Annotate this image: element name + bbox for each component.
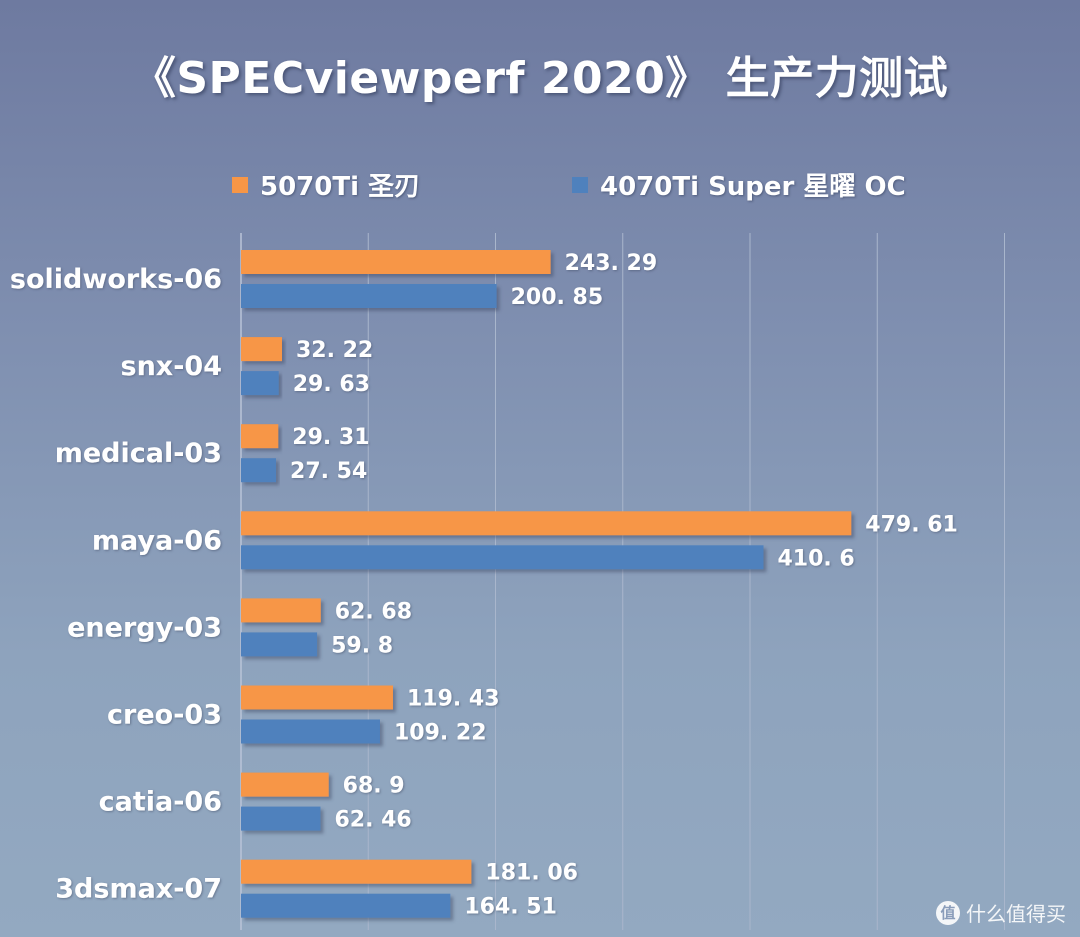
data-label: 32. 22 [296,338,373,363]
bar-4070ti-super [241,284,497,308]
data-label: 243. 29 [565,251,658,276]
category-label: medical-03 [55,438,222,469]
data-label: 109. 22 [394,721,487,746]
data-label: 410. 6 [777,546,854,571]
bar-4070ti-super [241,893,451,918]
legend-item-4070ti-super: 4070Ti Super 星曜 OC [572,166,906,203]
data-label: 62. 68 [335,599,412,624]
category-labels: solidworks-06 snx-04 medical-03 maya-06 ener… [10,264,222,905]
data-label: 59. 8 [331,633,393,658]
bar-5070ti [241,337,282,362]
bar-4070ti-super [241,545,764,570]
watermark: 值 什么值得买 [936,898,1066,927]
bar-4070ti-super [241,719,380,744]
data-label: 29. 63 [293,372,370,397]
bar-5070ti [241,859,472,884]
data-label: 181. 06 [485,861,578,886]
legend-swatch-4070ti-super [572,176,588,193]
category-label: maya-06 [92,525,222,556]
data-label: 62. 46 [334,808,411,833]
data-label: 164. 51 [464,895,557,920]
data-labels: 243. 29 200. 85 32. 22 29. 63 29. 31 27. 54 47… [290,251,958,920]
data-label: 68. 9 [343,774,405,799]
legend-label-5070ti: 5070Ti 圣刃 [260,172,421,202]
legend-swatch-5070ti [232,176,248,193]
data-label: 119. 43 [407,687,500,712]
data-label: 200. 85 [511,285,604,310]
legend-item-5070ti: 5070Ti 圣刃 [232,166,420,203]
bar-4070ti-super [241,806,321,831]
category-label: snx-04 [121,351,223,382]
data-label: 27. 54 [290,459,367,484]
data-label: 479. 61 [865,512,958,537]
bar-5070ti [241,598,321,623]
category-label: energy-03 [67,612,222,643]
bar-4070ti-super [241,632,318,657]
category-label: solidworks-06 [10,264,222,295]
category-label: catia-06 [99,787,222,818]
watermark-logo-icon: 值 [936,900,960,925]
category-label: creo-03 [107,700,222,731]
bar-5070ti [241,511,852,536]
bar-4070ti-super [241,371,279,396]
data-label: 29. 31 [292,425,369,450]
watermark-text: 什么值得买 [966,902,1066,926]
bar-4070ti-super [241,458,277,483]
bar-5070ti [241,424,279,449]
chart-legend: 5070Ti 圣刃 4070Ti Super 星曜 OC [0,166,1080,206]
bar-5070ti [241,685,393,710]
legend-label-4070ti-super: 4070Ti Super 星曜 OC [600,172,906,202]
category-label: 3dsmax-07 [55,874,222,905]
bar-5070ti [241,250,551,274]
bar-5070ti [241,772,329,797]
chart-title: 《SPECviewperf 2020》 生产力测试 [131,53,949,104]
bars [241,250,852,918]
